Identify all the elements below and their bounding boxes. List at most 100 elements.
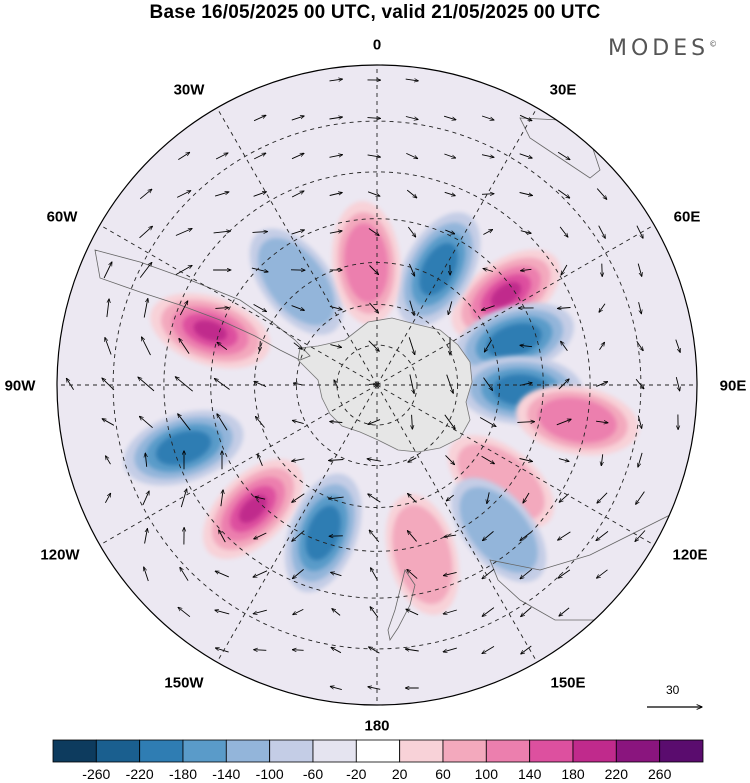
wind-vector <box>139 189 152 200</box>
wind-vector <box>636 341 643 350</box>
wind-vector <box>445 455 455 464</box>
wind-vector <box>368 340 379 351</box>
anomaly-contour-level <box>459 487 538 573</box>
colorbar-swatch <box>572 739 617 763</box>
wind-vector <box>597 492 608 503</box>
wind-vector <box>409 374 414 394</box>
wind-vector <box>443 115 456 120</box>
meridian-line <box>99 224 378 386</box>
lon-label-90e: 90E <box>719 377 747 395</box>
meridian-line <box>99 384 378 546</box>
wind-vector <box>483 269 494 272</box>
wind-vector <box>331 572 342 577</box>
wind-vector <box>330 422 343 423</box>
wind-vector <box>523 492 530 503</box>
wind-vector <box>328 497 344 499</box>
wind-vector <box>215 308 228 309</box>
lon-label-120e: 120E <box>672 546 708 564</box>
wind-vector <box>178 414 191 431</box>
wind-vector <box>675 339 680 353</box>
wind-vector <box>252 232 268 233</box>
lon-label-150e: 150E <box>550 674 586 692</box>
wind-vector <box>329 193 343 196</box>
wind-vector <box>557 151 570 159</box>
wind-vector <box>519 458 533 462</box>
wind-vector <box>635 530 646 542</box>
wind-vector <box>521 607 532 616</box>
colorbar-tick-label: 180 <box>561 766 585 782</box>
wind-vector <box>217 414 228 431</box>
wind-vector <box>406 609 419 616</box>
wind-vector <box>482 568 495 579</box>
vector-scale-label: 30 <box>666 683 680 697</box>
wind-vector <box>448 301 453 314</box>
wind-vector <box>367 459 381 462</box>
map-boundary <box>56 64 698 706</box>
anomaly-contour-level <box>305 505 341 561</box>
wind-vector <box>253 304 267 311</box>
wind-vector <box>144 567 149 582</box>
colorbar-swatch <box>615 739 660 763</box>
wind-vector <box>368 494 381 503</box>
wind-vector <box>254 381 267 388</box>
colorbar-swatch <box>182 739 227 763</box>
wind-vector <box>329 117 343 119</box>
colorbar-swatch <box>52 739 97 763</box>
wind-vector <box>444 535 457 537</box>
wind-vector <box>175 265 192 275</box>
lon-label-120w: 120W <box>40 546 80 564</box>
wind-vector <box>368 687 381 690</box>
wind-vector <box>519 192 533 196</box>
wind-vector <box>520 568 533 579</box>
wind-vector <box>215 610 230 615</box>
wind-vector <box>254 532 267 539</box>
colorbar-swatch <box>225 739 271 763</box>
wind-vector <box>217 342 228 351</box>
meridian-line <box>376 224 655 386</box>
colorbar-swatch <box>95 739 141 763</box>
colorbar-swatch <box>355 739 400 763</box>
wind-vector <box>561 341 568 352</box>
meridian-line <box>216 384 378 663</box>
colorbar-swatch <box>139 739 184 763</box>
wind-vector <box>138 377 155 392</box>
wind-vector <box>481 154 494 158</box>
wind-vector <box>637 263 642 277</box>
wind-vector <box>558 531 571 540</box>
wind-vector <box>484 339 492 352</box>
wind-vector <box>330 344 341 348</box>
wind-vector <box>291 230 305 235</box>
meridian-line <box>376 107 538 386</box>
wind-vector <box>675 376 679 391</box>
wind-vector <box>558 379 569 390</box>
wind-vector <box>371 568 378 581</box>
negative-anomaly-centre <box>123 410 244 486</box>
wind-vector <box>214 379 230 390</box>
anomaly-contour-level <box>419 243 458 296</box>
lon-label-0: 0 <box>372 36 382 54</box>
wind-vector <box>214 192 229 197</box>
colorbar-tick-label: 220 <box>604 766 628 782</box>
wind-vector <box>521 645 532 654</box>
wind-vector <box>596 188 607 200</box>
wind-vector <box>636 491 645 505</box>
wind-vector <box>367 155 381 157</box>
wind-vector <box>291 116 304 121</box>
colorbar-swatch <box>312 739 357 763</box>
wind-vector <box>445 229 454 234</box>
wind-vector <box>443 609 457 614</box>
wind-vector <box>144 529 148 544</box>
lon-label-180: 180 <box>364 717 390 735</box>
wind-vector <box>558 569 571 578</box>
wind-vector <box>253 115 266 122</box>
wind-vector <box>292 569 304 578</box>
wind-vector <box>105 493 110 504</box>
wind-vector <box>292 530 305 542</box>
wind-vector <box>596 421 608 423</box>
wind-vector <box>102 378 115 391</box>
wind-vector <box>143 299 148 318</box>
colorbar-tick-label: 60 <box>435 766 451 782</box>
wind-vector <box>332 609 341 616</box>
